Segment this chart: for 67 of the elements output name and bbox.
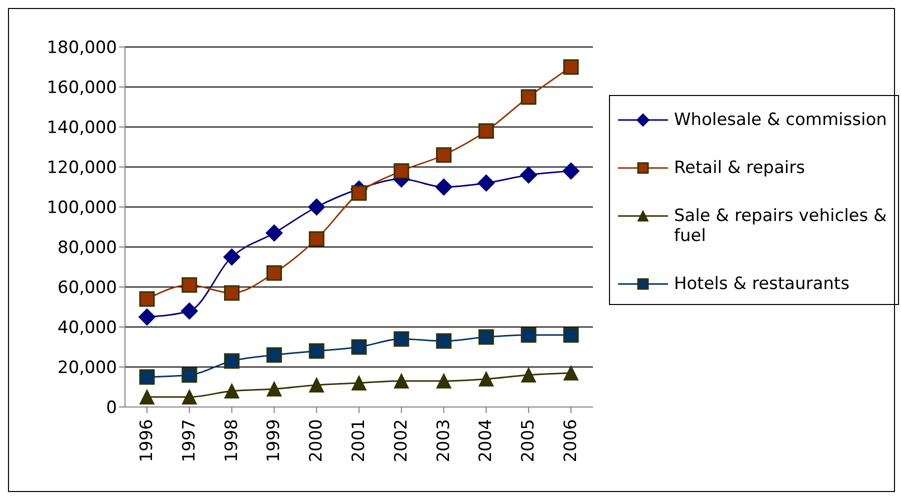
- x-tick-label: 1997: [179, 419, 200, 462]
- point: [436, 333, 452, 349]
- y-tick-label: 140,000: [46, 118, 117, 138]
- point: [182, 367, 198, 383]
- point: [436, 147, 452, 163]
- point: [435, 178, 452, 196]
- point: [224, 285, 240, 301]
- point: [309, 378, 324, 392]
- point: [180, 302, 198, 320]
- point: [520, 327, 536, 343]
- legend-label: Retail & repairs: [674, 158, 805, 178]
- point: [351, 339, 367, 355]
- point: [266, 382, 282, 396]
- point: [563, 327, 579, 343]
- y-tick-label: 40,000: [58, 318, 117, 338]
- point: [139, 291, 155, 307]
- point: [520, 89, 536, 105]
- legend-label: Hotels & restaurants: [674, 274, 850, 294]
- x-tick-label: 2006: [561, 419, 581, 462]
- point: [394, 163, 410, 179]
- point: [308, 343, 324, 359]
- point: [562, 162, 580, 180]
- y-tick-label: 120,000: [46, 158, 117, 178]
- y-tick-label: 80,000: [58, 238, 117, 258]
- point: [478, 372, 494, 386]
- point: [138, 308, 156, 326]
- point: [224, 353, 240, 369]
- legend-label: Sale & repairs vehicles & fuel: [674, 206, 888, 246]
- y-tick-label: 60,000: [58, 278, 117, 298]
- point: [351, 185, 367, 201]
- x-tick-label: 2001: [349, 419, 369, 462]
- x-tick-label: 2002: [391, 419, 412, 462]
- y-tick-label: 180,000: [46, 38, 117, 58]
- point: [266, 224, 283, 242]
- y-tick-label: 160,000: [46, 78, 117, 98]
- y-tick-label: 20,000: [58, 358, 117, 378]
- x-tick-label: 1996: [137, 419, 157, 462]
- point: [478, 123, 494, 139]
- point: [266, 265, 282, 281]
- point: [478, 329, 494, 345]
- point: [563, 59, 579, 75]
- point: [308, 231, 324, 247]
- x-tick-label: 1998: [222, 419, 242, 462]
- point: [140, 390, 154, 404]
- y-tick-label: 0: [106, 398, 117, 418]
- x-tick-label: 1999: [264, 419, 284, 462]
- point: [139, 369, 155, 385]
- x-tick-label: 2005: [518, 419, 539, 462]
- point: [182, 390, 197, 404]
- x-tick-label: 2000: [306, 419, 327, 462]
- point: [520, 166, 538, 184]
- point: [224, 384, 240, 398]
- point: [564, 366, 578, 380]
- point: [223, 248, 240, 266]
- point: [394, 331, 410, 347]
- legend-label: Wholesale & commission: [674, 110, 887, 130]
- point: [521, 368, 536, 382]
- point: [308, 198, 326, 216]
- point: [394, 374, 409, 388]
- point: [182, 277, 198, 293]
- point: [266, 347, 282, 363]
- y-tick-label: 100,000: [46, 198, 117, 218]
- point: [436, 374, 452, 388]
- point: [478, 174, 495, 192]
- x-tick-label: 2004: [476, 419, 496, 462]
- x-tick-label: 2003: [434, 419, 454, 462]
- point: [352, 376, 366, 390]
